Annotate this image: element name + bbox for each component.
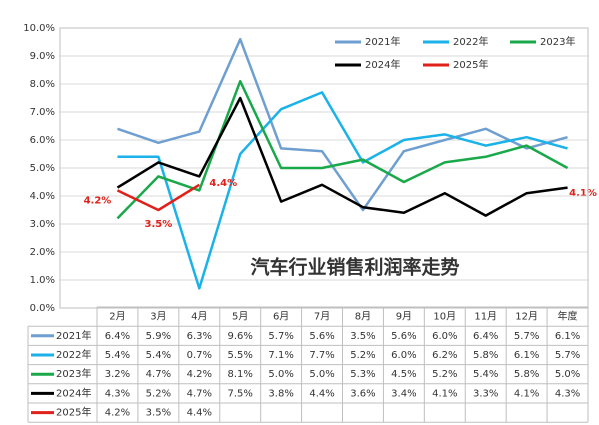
table-cell: 3.4%	[391, 388, 416, 399]
table-row-label: 2023年	[56, 367, 91, 380]
table-cell: 5.8%	[514, 369, 539, 380]
y-tick-label: 3.0%	[30, 219, 55, 230]
table-cell: 5.0%	[268, 369, 293, 380]
table-cell: 3.5%	[146, 408, 171, 419]
table-cell: 6.4%	[473, 331, 498, 342]
table-cell: 4.3%	[555, 388, 580, 399]
y-tick-label: 5.0%	[30, 163, 55, 174]
table-cell: 5.4%	[146, 350, 171, 361]
legend-label: 2025年	[453, 58, 488, 71]
table-cell: 5.2%	[432, 369, 457, 380]
x-tick-label: 年度	[558, 310, 578, 323]
table-cell: 7.7%	[309, 350, 334, 361]
x-tick-label: 12月	[515, 311, 538, 323]
table-cell: 9.6%	[228, 331, 253, 342]
y-tick-label: 2.0%	[30, 247, 55, 258]
y-tick-label: 1.0%	[30, 275, 55, 286]
y-tick-label: 10.0%	[23, 23, 55, 34]
table-row-label: 2024年	[56, 386, 91, 399]
table-cell: 0.7%	[187, 350, 212, 361]
legend-label: 2021年	[365, 35, 400, 48]
table-cell: 5.7%	[514, 331, 539, 342]
table-cell: 5.6%	[391, 331, 416, 342]
table-cell: 6.4%	[105, 331, 130, 342]
table-cell: 3.5%	[350, 331, 375, 342]
x-tick-label: 3月	[150, 311, 166, 323]
table-cell: 4.3%	[105, 388, 130, 399]
plot-frame	[59, 27, 589, 309]
data-label: 4.4%	[209, 178, 237, 189]
y-tick-label: 6.0%	[30, 135, 55, 146]
table-cell: 5.9%	[146, 331, 171, 342]
table-cell: 6.0%	[432, 331, 457, 342]
table-cell: 7.1%	[268, 350, 293, 361]
x-tick-label: 2月	[109, 311, 125, 323]
legend-label: 2022年	[453, 35, 488, 48]
table-cell: 4.1%	[514, 388, 539, 399]
table-cell: 5.0%	[555, 369, 580, 380]
table-cell: 5.0%	[309, 369, 334, 380]
table-cell: 4.4%	[187, 408, 212, 419]
table-row-label: 2021年	[56, 329, 91, 342]
y-tick-label: 8.0%	[30, 79, 55, 90]
table-cell: 5.4%	[105, 350, 130, 361]
table-cell: 4.5%	[391, 369, 416, 380]
table-cell: 3.2%	[105, 369, 130, 380]
table-cell: 5.3%	[350, 369, 375, 380]
table-cell: 5.6%	[309, 331, 334, 342]
table-row-label: 2022年	[56, 348, 91, 361]
x-tick-label: 11月	[474, 311, 497, 323]
series-line	[117, 37, 568, 212]
table-cell: 5.7%	[268, 331, 293, 342]
table-cell: 3.3%	[473, 388, 498, 399]
x-tick-label: 4月	[191, 311, 207, 323]
table-cell: 4.4%	[309, 388, 334, 399]
series-line	[116, 96, 568, 217]
annotation: 4.1%	[569, 188, 597, 199]
table-cell: 6.1%	[555, 331, 580, 342]
table-cell: 5.2%	[146, 388, 171, 399]
chart-title: 汽车行业销售利润率走势	[250, 256, 459, 279]
table-cell: 4.7%	[187, 388, 212, 399]
table-cell: 5.4%	[473, 369, 498, 380]
table-cell: 6.1%	[514, 350, 539, 361]
table-cell: 6.0%	[391, 350, 416, 361]
table-cell: 4.1%	[432, 388, 457, 399]
y-tick-label: 9.0%	[30, 51, 55, 62]
legend-label: 2023年	[540, 35, 575, 48]
x-tick-label: 7月	[314, 311, 330, 323]
x-tick-label: 8月	[355, 311, 371, 323]
table-cell: 3.8%	[268, 388, 293, 399]
table-cell: 5.2%	[350, 350, 375, 361]
table-cell: 7.5%	[228, 388, 253, 399]
data-label: 4.2%	[84, 195, 112, 206]
table-cell: 4.2%	[105, 408, 130, 419]
table-cell: 4.7%	[146, 369, 171, 380]
series-line	[116, 183, 200, 212]
series-line	[117, 91, 568, 290]
table-cell: 6.3%	[187, 331, 212, 342]
y-tick-label: 7.0%	[30, 107, 55, 118]
x-tick-label: 6月	[273, 311, 289, 323]
data-label: 3.5%	[145, 219, 173, 230]
y-tick-label: 4.0%	[30, 191, 55, 202]
table-cell: 5.8%	[473, 350, 498, 361]
table-cell: 4.2%	[187, 369, 212, 380]
x-tick-label: 9月	[396, 311, 412, 323]
x-tick-label: 10月	[433, 311, 456, 323]
x-tick-label: 5月	[232, 311, 248, 323]
table-cell: 3.6%	[350, 388, 375, 399]
table-row-label: 2025年	[56, 406, 91, 419]
table-cell: 5.5%	[228, 350, 253, 361]
table-cell: 5.7%	[555, 350, 580, 361]
y-tick-label: 0.0%	[30, 303, 55, 314]
table-cell: 8.1%	[228, 369, 253, 380]
table-cell: 6.2%	[432, 350, 457, 361]
legend-label: 2024年	[365, 58, 400, 71]
